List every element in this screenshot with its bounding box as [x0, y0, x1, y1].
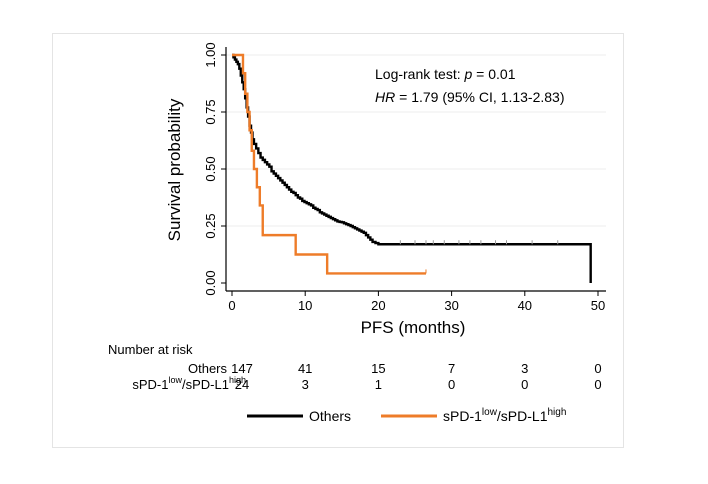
x-tick-label-4: 40	[518, 298, 532, 313]
risk-value-0-5: 0	[594, 361, 601, 376]
risk-value-1-1: 3	[302, 377, 309, 392]
series-layer	[232, 53, 592, 283]
y-tick-label-2: 0.50	[203, 156, 218, 181]
risk-row-label-spd: sPD-1low/sPD-L1high	[132, 375, 246, 392]
y-tick-label-3: 0.75	[203, 99, 218, 124]
logrank-annotation: Log-rank test: p = 0.01	[375, 66, 516, 82]
risk-label-sup-low: low	[169, 375, 183, 385]
chart-frame	[52, 33, 624, 448]
x-tick-label-0: 0	[228, 298, 235, 313]
legend: Others sPD-1low/sPD-L1high	[247, 407, 566, 424]
x-tick-label-1: 10	[298, 298, 312, 313]
risk-table-title: Number at risk	[108, 342, 193, 357]
risk-value-0-3: 7	[448, 361, 455, 376]
y-tick-label-0: 0.00	[203, 270, 218, 295]
risk-row-label-others: Others	[188, 361, 228, 376]
legend-part-1: sPD-1	[443, 408, 482, 424]
hr-annotation: HR = 1.79 (95% CI, 1.13-2.83)	[375, 89, 565, 105]
tick-layer: 0.00 0.25 0.50 0.75 1.00 0 10 20 30 40 50	[203, 42, 605, 313]
y-axis-title: Survival probability	[165, 98, 184, 241]
risk-value-1-2: 1	[375, 377, 382, 392]
legend-label-others: Others	[309, 408, 351, 424]
risk-label-part-1: sPD-1	[132, 377, 168, 392]
x-axis-title: PFS (months)	[361, 318, 466, 337]
series-line-1	[232, 53, 426, 275]
hr-symbol: HR	[375, 89, 395, 105]
legend-sup-low: low	[482, 407, 498, 418]
logrank-prefix: Log-rank test:	[375, 66, 465, 82]
y-tick-label-1: 0.25	[203, 213, 218, 238]
x-tick-label-5: 50	[591, 298, 605, 313]
risk-value-0-2: 15	[371, 361, 385, 376]
logrank-value: = 0.01	[472, 66, 515, 82]
legend-label-spd: sPD-1low/sPD-L1high	[443, 407, 566, 424]
grid-layer	[226, 54, 606, 227]
risk-value-1-0: 24	[235, 377, 249, 392]
risk-value-1-3: 0	[448, 377, 455, 392]
legend-part-2: /sPD-L1	[497, 408, 548, 424]
risk-label-part-2: /sPD-L1	[182, 377, 229, 392]
p-symbol: p	[464, 66, 473, 82]
risk-label-sup-high: high	[229, 375, 246, 385]
risk-value-1-5: 0	[594, 377, 601, 392]
risk-value-0-1: 41	[298, 361, 312, 376]
hr-value: = 1.79 (95% CI, 1.13-2.83)	[395, 89, 564, 105]
risk-value-0-4: 3	[521, 361, 528, 376]
y-tick-label-4: 1.00	[203, 42, 218, 67]
legend-sup-high: high	[548, 407, 567, 418]
x-tick-label-3: 30	[444, 298, 458, 313]
risk-value-1-4: 0	[521, 377, 528, 392]
risk-table: Number at risk Others sPD-1low/sPD-L1hig…	[108, 342, 602, 392]
x-tick-label-2: 20	[371, 298, 385, 313]
risk-values: 147 41 15 7 3 024 3 1 0 0 0	[231, 361, 601, 392]
risk-value-0-0: 147	[231, 361, 253, 376]
